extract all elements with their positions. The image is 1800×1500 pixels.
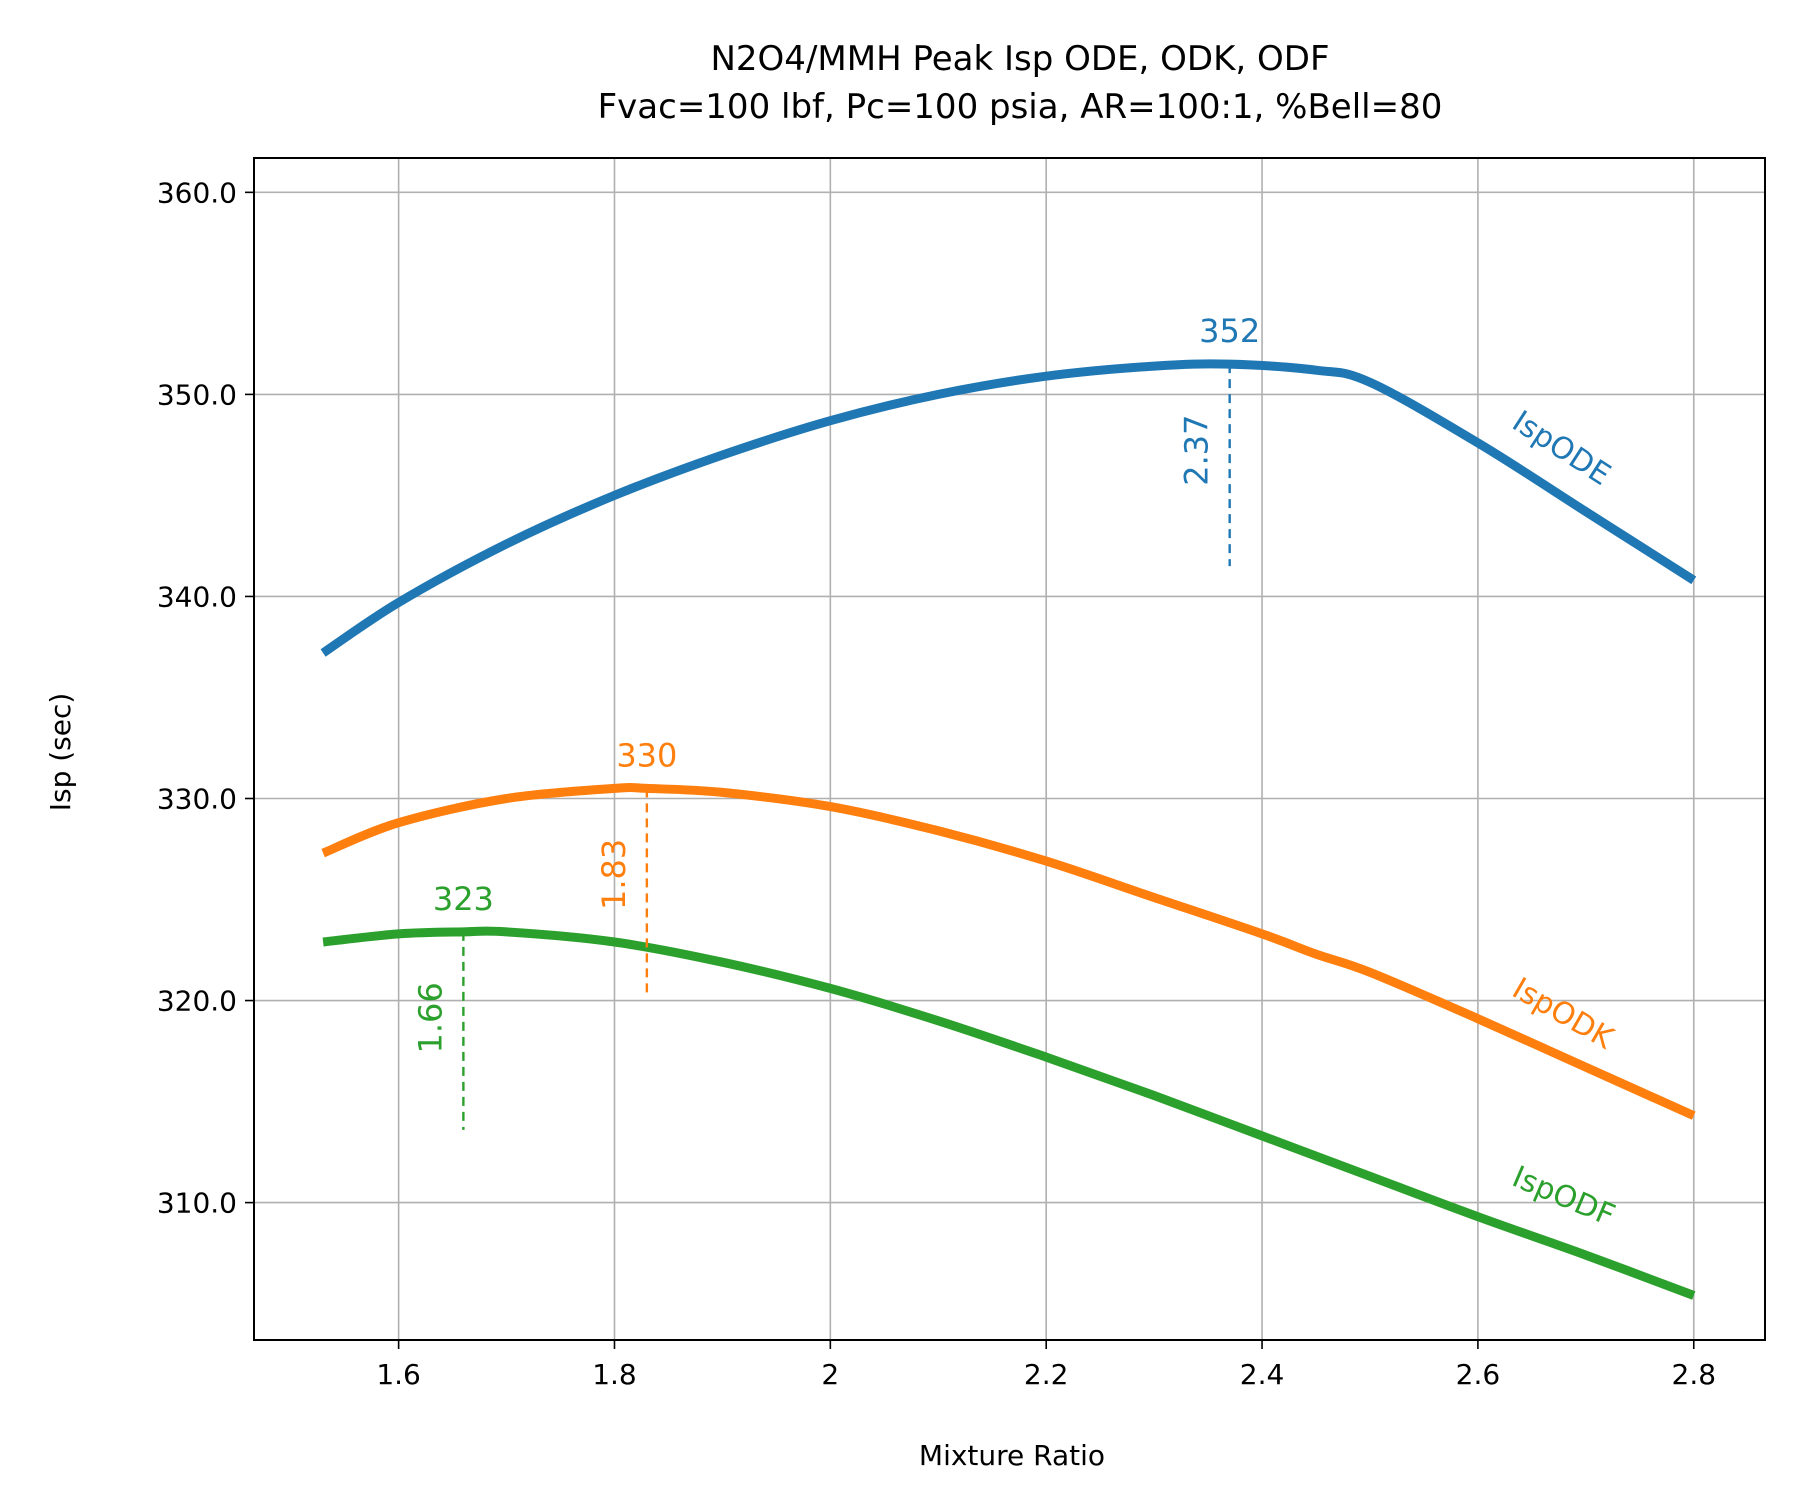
x-tick-label: 2 (821, 1358, 839, 1391)
x-tick-label: 2.8 (1672, 1358, 1717, 1391)
y-tick-label: 340.0 (157, 580, 237, 613)
x-tick-label: 1.6 (376, 1358, 421, 1391)
series-layer (320, 359, 1697, 1300)
y-tick-label: 350.0 (157, 378, 237, 411)
x-tick-label: 2.4 (1240, 1358, 1285, 1391)
y-tick-label: 310.0 (157, 1187, 237, 1220)
y-tick-label: 330.0 (157, 783, 237, 816)
series-line-ispodf (322, 926, 1696, 1300)
grid (254, 158, 1765, 1340)
peak-ratio-label-ispode: 2.37 (1178, 414, 1216, 485)
y-tick-label: 320.0 (157, 985, 237, 1018)
peak-value-label-ispodf: 323 (433, 880, 494, 918)
x-tick-label: 1.8 (592, 1358, 637, 1391)
peak-value-label-ispodk: 330 (616, 736, 677, 774)
peak-ratio-label-ispodk: 1.83 (595, 839, 633, 910)
x-tick-label: 2.6 (1456, 1358, 1501, 1391)
x-axis-label: Mixture Ratio (919, 1439, 1105, 1472)
chart-title: N2O4/MMH Peak Isp ODE, ODK, ODF (710, 39, 1329, 79)
series-line-ispode (320, 359, 1697, 657)
y-tick-label: 360.0 (157, 176, 237, 209)
y-axis-label: Isp (sec) (44, 693, 77, 812)
ticks: 1.6 1.8 2 2.2 2.4 2.6 2.8 310.0 320.0 330.0 340.0 3… (157, 176, 1716, 1391)
series-line-ispodk (321, 782, 1696, 1120)
peak-ratio-label-ispodf: 1.66 (411, 982, 449, 1053)
x-tick-label: 2.2 (1024, 1358, 1069, 1391)
chart-subtitle: Fvac=100 lbf, Pc=100 psia, AR=100:1, %Be… (598, 87, 1443, 127)
plot-frame (253, 157, 1766, 1341)
peak-value-label-ispode: 352 (1199, 312, 1260, 350)
